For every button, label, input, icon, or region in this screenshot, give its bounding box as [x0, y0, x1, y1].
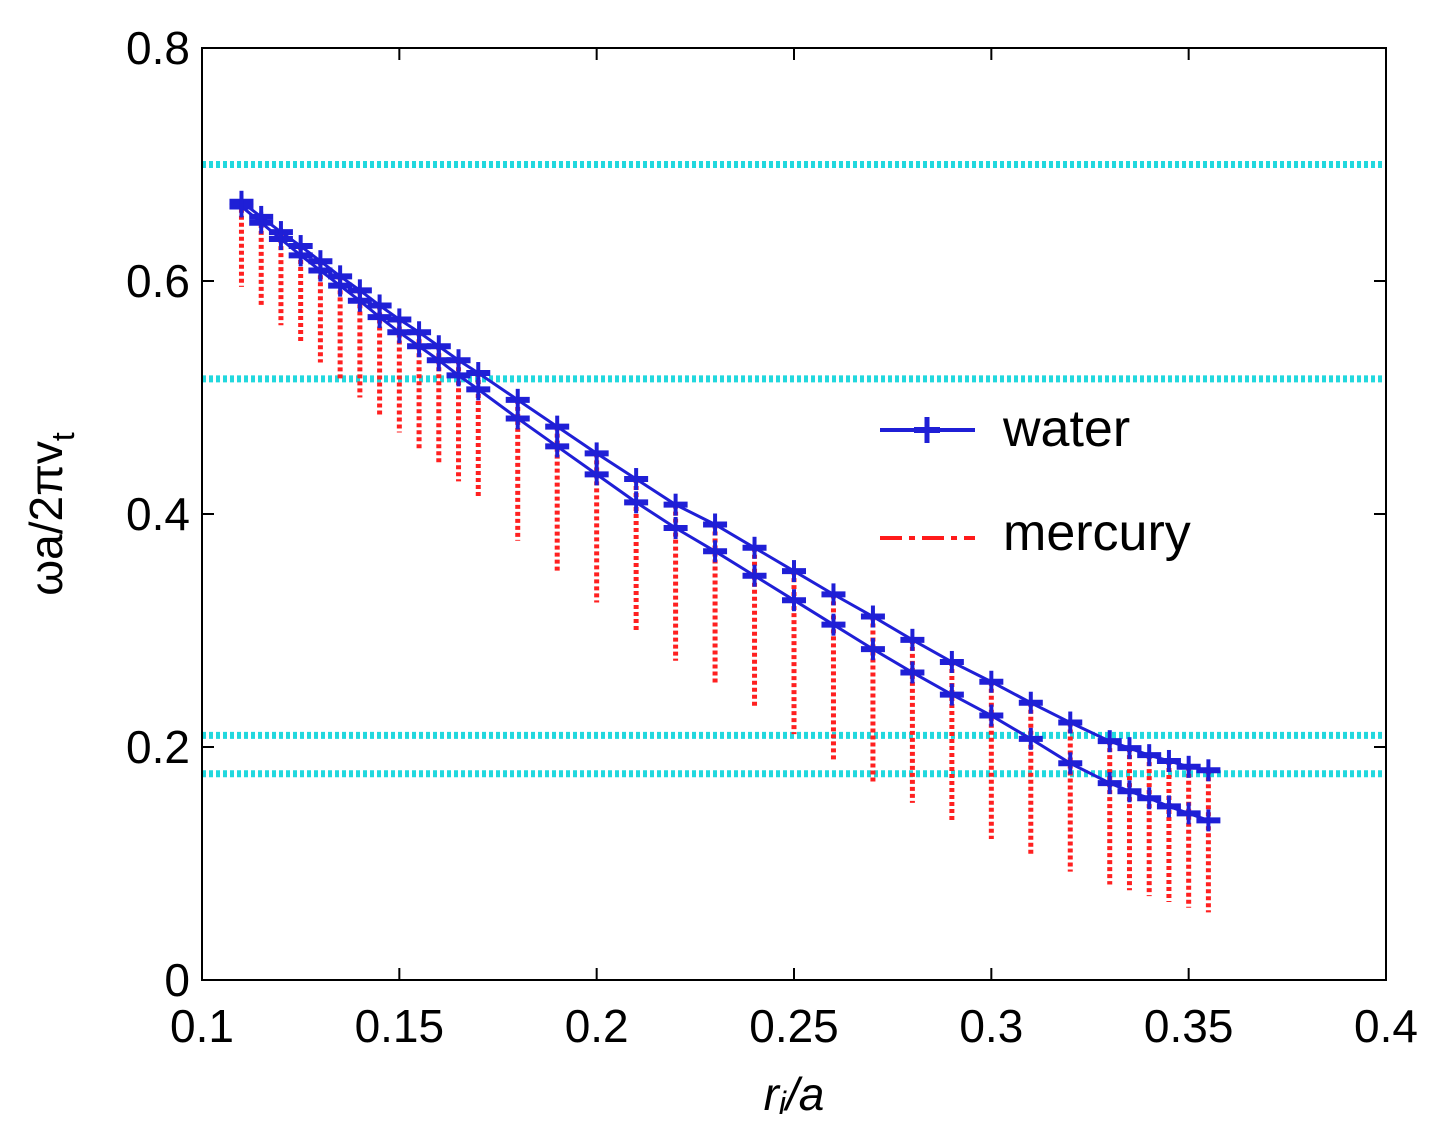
x-axis: 0.1 0.15 0.2 0.25 0.3 0.35 0.4	[170, 48, 1418, 1052]
y-axis-label-main: ωa/2πv	[20, 441, 72, 596]
y-axis-label: ωa/2πvt	[20, 432, 81, 596]
legend-water-label: water	[1002, 400, 1130, 458]
x-axis-label-sub: i	[779, 1085, 787, 1121]
y-tick-label: 0.2	[126, 721, 190, 773]
legend: water mercury	[880, 400, 1191, 562]
y-tick-label: 0.8	[126, 22, 190, 74]
x-tick-label: 0.2	[565, 1000, 629, 1052]
x-axis-label-main: r	[764, 1068, 781, 1120]
x-tick-label: 0.15	[355, 1000, 445, 1052]
y-axis: 0 0.2 0.4 0.6 0.8	[126, 22, 1386, 1006]
x-tick-label: 0.1	[170, 1000, 234, 1052]
y-tick-label: 0.6	[126, 255, 190, 307]
y-axis-label-sub: t	[45, 432, 81, 441]
water-series	[229, 190, 1221, 832]
x-axis-label: ri/a	[764, 1068, 825, 1121]
x-tick-label: 0.25	[749, 1000, 839, 1052]
x-tick-label: 0.3	[959, 1000, 1023, 1052]
x-tick-label: 0.35	[1144, 1000, 1234, 1052]
y-tick-label: 0	[164, 954, 190, 1006]
legend-mercury-label: mercury	[1003, 504, 1191, 562]
x-axis-label-rest: /a	[783, 1068, 824, 1120]
x-tick-label: 0.4	[1354, 1000, 1418, 1052]
y-tick-label: 0.4	[126, 488, 190, 540]
